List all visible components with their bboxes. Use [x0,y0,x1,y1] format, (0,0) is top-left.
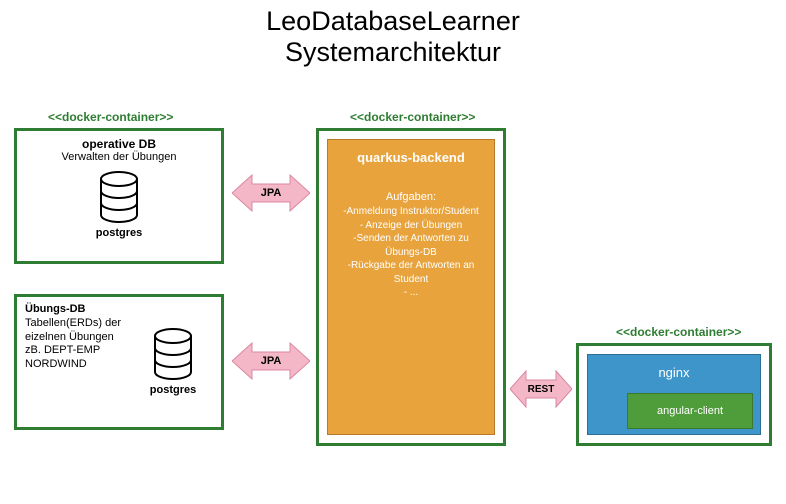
database-icon [95,171,143,223]
container-backend: quarkus-backend Aufgaben: -Anmeldung Ins… [316,128,506,446]
uebungs-desc-3: zB. DEPT-EMP [25,344,127,358]
container-uebungs-db: Übungs-DB Tabellen(ERDs) der eizelnen Üb… [14,294,224,430]
connector-label-rest: REST [528,384,555,395]
backend-inner: quarkus-backend Aufgaben: -Anmeldung Ins… [327,139,495,435]
connector-jpa-operative: JPA [232,172,310,214]
backend-task-2: - Anzeige der Übungen [334,219,488,233]
backend-tasks-head: Aufgaben: [334,191,488,203]
angular-client-label: angular-client [657,405,723,417]
backend-task-4: -Rückgabe der Antworten an Student [334,259,488,286]
stereotype-operative: <<docker-container>> [48,110,173,124]
nginx-title: nginx [588,365,760,380]
uebungs-db-engine: postgres [150,384,196,396]
connector-label-jpa-2: JPA [261,355,282,367]
operative-db-subtitle: Verwalten der Übungen [17,151,221,163]
connector-label-jpa-1: JPA [261,187,282,199]
database-icon [149,328,197,380]
title-line-1: LeoDatabaseLearner [0,6,786,37]
title-line-2: Systemarchitektur [0,37,786,68]
uebungs-db-title: Übungs-DB [25,303,127,317]
uebungs-desc-1: Tabellen(ERDs) der [25,317,127,331]
diagram-title: LeoDatabaseLearner Systemarchitektur [0,6,786,68]
operative-db-title: operative DB [17,137,221,151]
connector-jpa-uebungs: JPA [232,340,310,382]
backend-task-3: -Senden der Antworten zu Übungs-DB [334,232,488,259]
connector-rest: REST [510,368,572,410]
container-operative-db: operative DB Verwalten der Übungen postg… [14,128,224,264]
backend-task-1: -Anmeldung Instruktor/Student [334,205,488,219]
stereotype-nginx: <<docker-container>> [616,325,741,339]
backend-task-5: - ... [334,286,488,300]
uebungs-desc-2: eizelnen Übungen [25,331,127,345]
operative-db-engine: postgres [96,227,142,239]
backend-title: quarkus-backend [334,150,488,165]
angular-client-box: angular-client [627,393,753,429]
stereotype-backend: <<docker-container>> [350,110,475,124]
uebungs-desc-4: NORDWIND [25,358,127,372]
